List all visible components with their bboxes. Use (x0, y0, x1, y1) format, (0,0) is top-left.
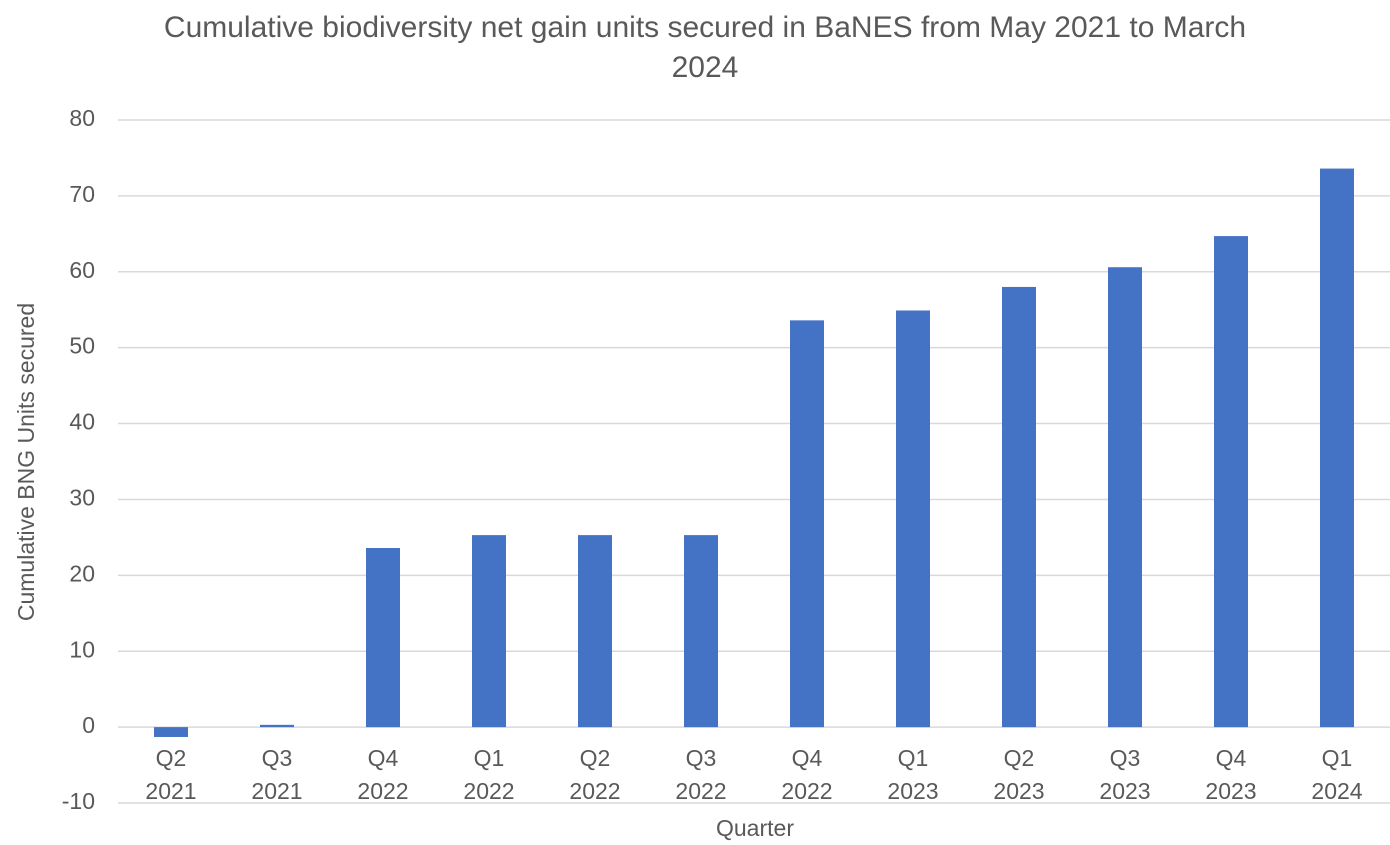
x-tick-label: 2022 (675, 778, 726, 804)
x-tick-label: 2022 (569, 778, 620, 804)
bar (1214, 236, 1248, 728)
x-tick-label: Q1 (474, 745, 505, 771)
bar (790, 320, 824, 728)
y-tick-label: 40 (69, 409, 95, 435)
x-tick-label: Q3 (686, 745, 717, 771)
x-tick-label: 2022 (781, 778, 832, 804)
x-tick-label: 2022 (357, 778, 408, 804)
x-tick-label: 2022 (463, 778, 514, 804)
y-tick-label: -10 (62, 788, 95, 814)
y-tick-label: 70 (69, 181, 95, 207)
x-tick-label: 2021 (251, 778, 302, 804)
y-tick-label: 60 (69, 257, 95, 283)
x-tick-label: Q1 (898, 745, 929, 771)
x-tick-label: Q2 (580, 745, 611, 771)
y-tick-label: 0 (82, 712, 95, 738)
y-axis-label: Cumulative BNG Units secured (13, 303, 39, 621)
x-tick-label: Q3 (1110, 745, 1141, 771)
x-tick-label: Q4 (792, 745, 823, 771)
x-tick-label: Q3 (262, 745, 293, 771)
bar (1320, 168, 1354, 728)
bar (472, 535, 506, 728)
y-tick-label: 20 (69, 560, 95, 586)
x-axis-label: Quarter (716, 815, 794, 841)
x-tick-label: 2023 (887, 778, 938, 804)
bar (684, 535, 718, 728)
bar (1002, 286, 1036, 728)
y-tick-label: 50 (69, 333, 95, 359)
x-tick-label: 2021 (145, 778, 196, 804)
bar (896, 310, 930, 728)
x-tick-label: Q1 (1322, 745, 1353, 771)
bar (154, 727, 188, 737)
x-tick-label: Q4 (1216, 745, 1247, 771)
x-tick-label: Q2 (156, 745, 187, 771)
bar (260, 724, 294, 728)
chart-title: Cumulative biodiversity net gain units s… (163, 11, 1247, 84)
x-tick-label: 2023 (993, 778, 1044, 804)
x-tick-label: 2023 (1099, 778, 1150, 804)
bar (578, 535, 612, 728)
y-tick-label: 30 (69, 485, 95, 511)
x-tick-label: 2024 (1311, 778, 1362, 804)
bar (1108, 267, 1142, 728)
y-tick-label: 10 (69, 636, 95, 662)
x-tick-label: Q2 (1004, 745, 1035, 771)
bar (366, 548, 400, 728)
x-tick-label: Q4 (368, 745, 399, 771)
y-tick-label: 80 (69, 105, 95, 131)
x-tick-label: 2023 (1205, 778, 1256, 804)
